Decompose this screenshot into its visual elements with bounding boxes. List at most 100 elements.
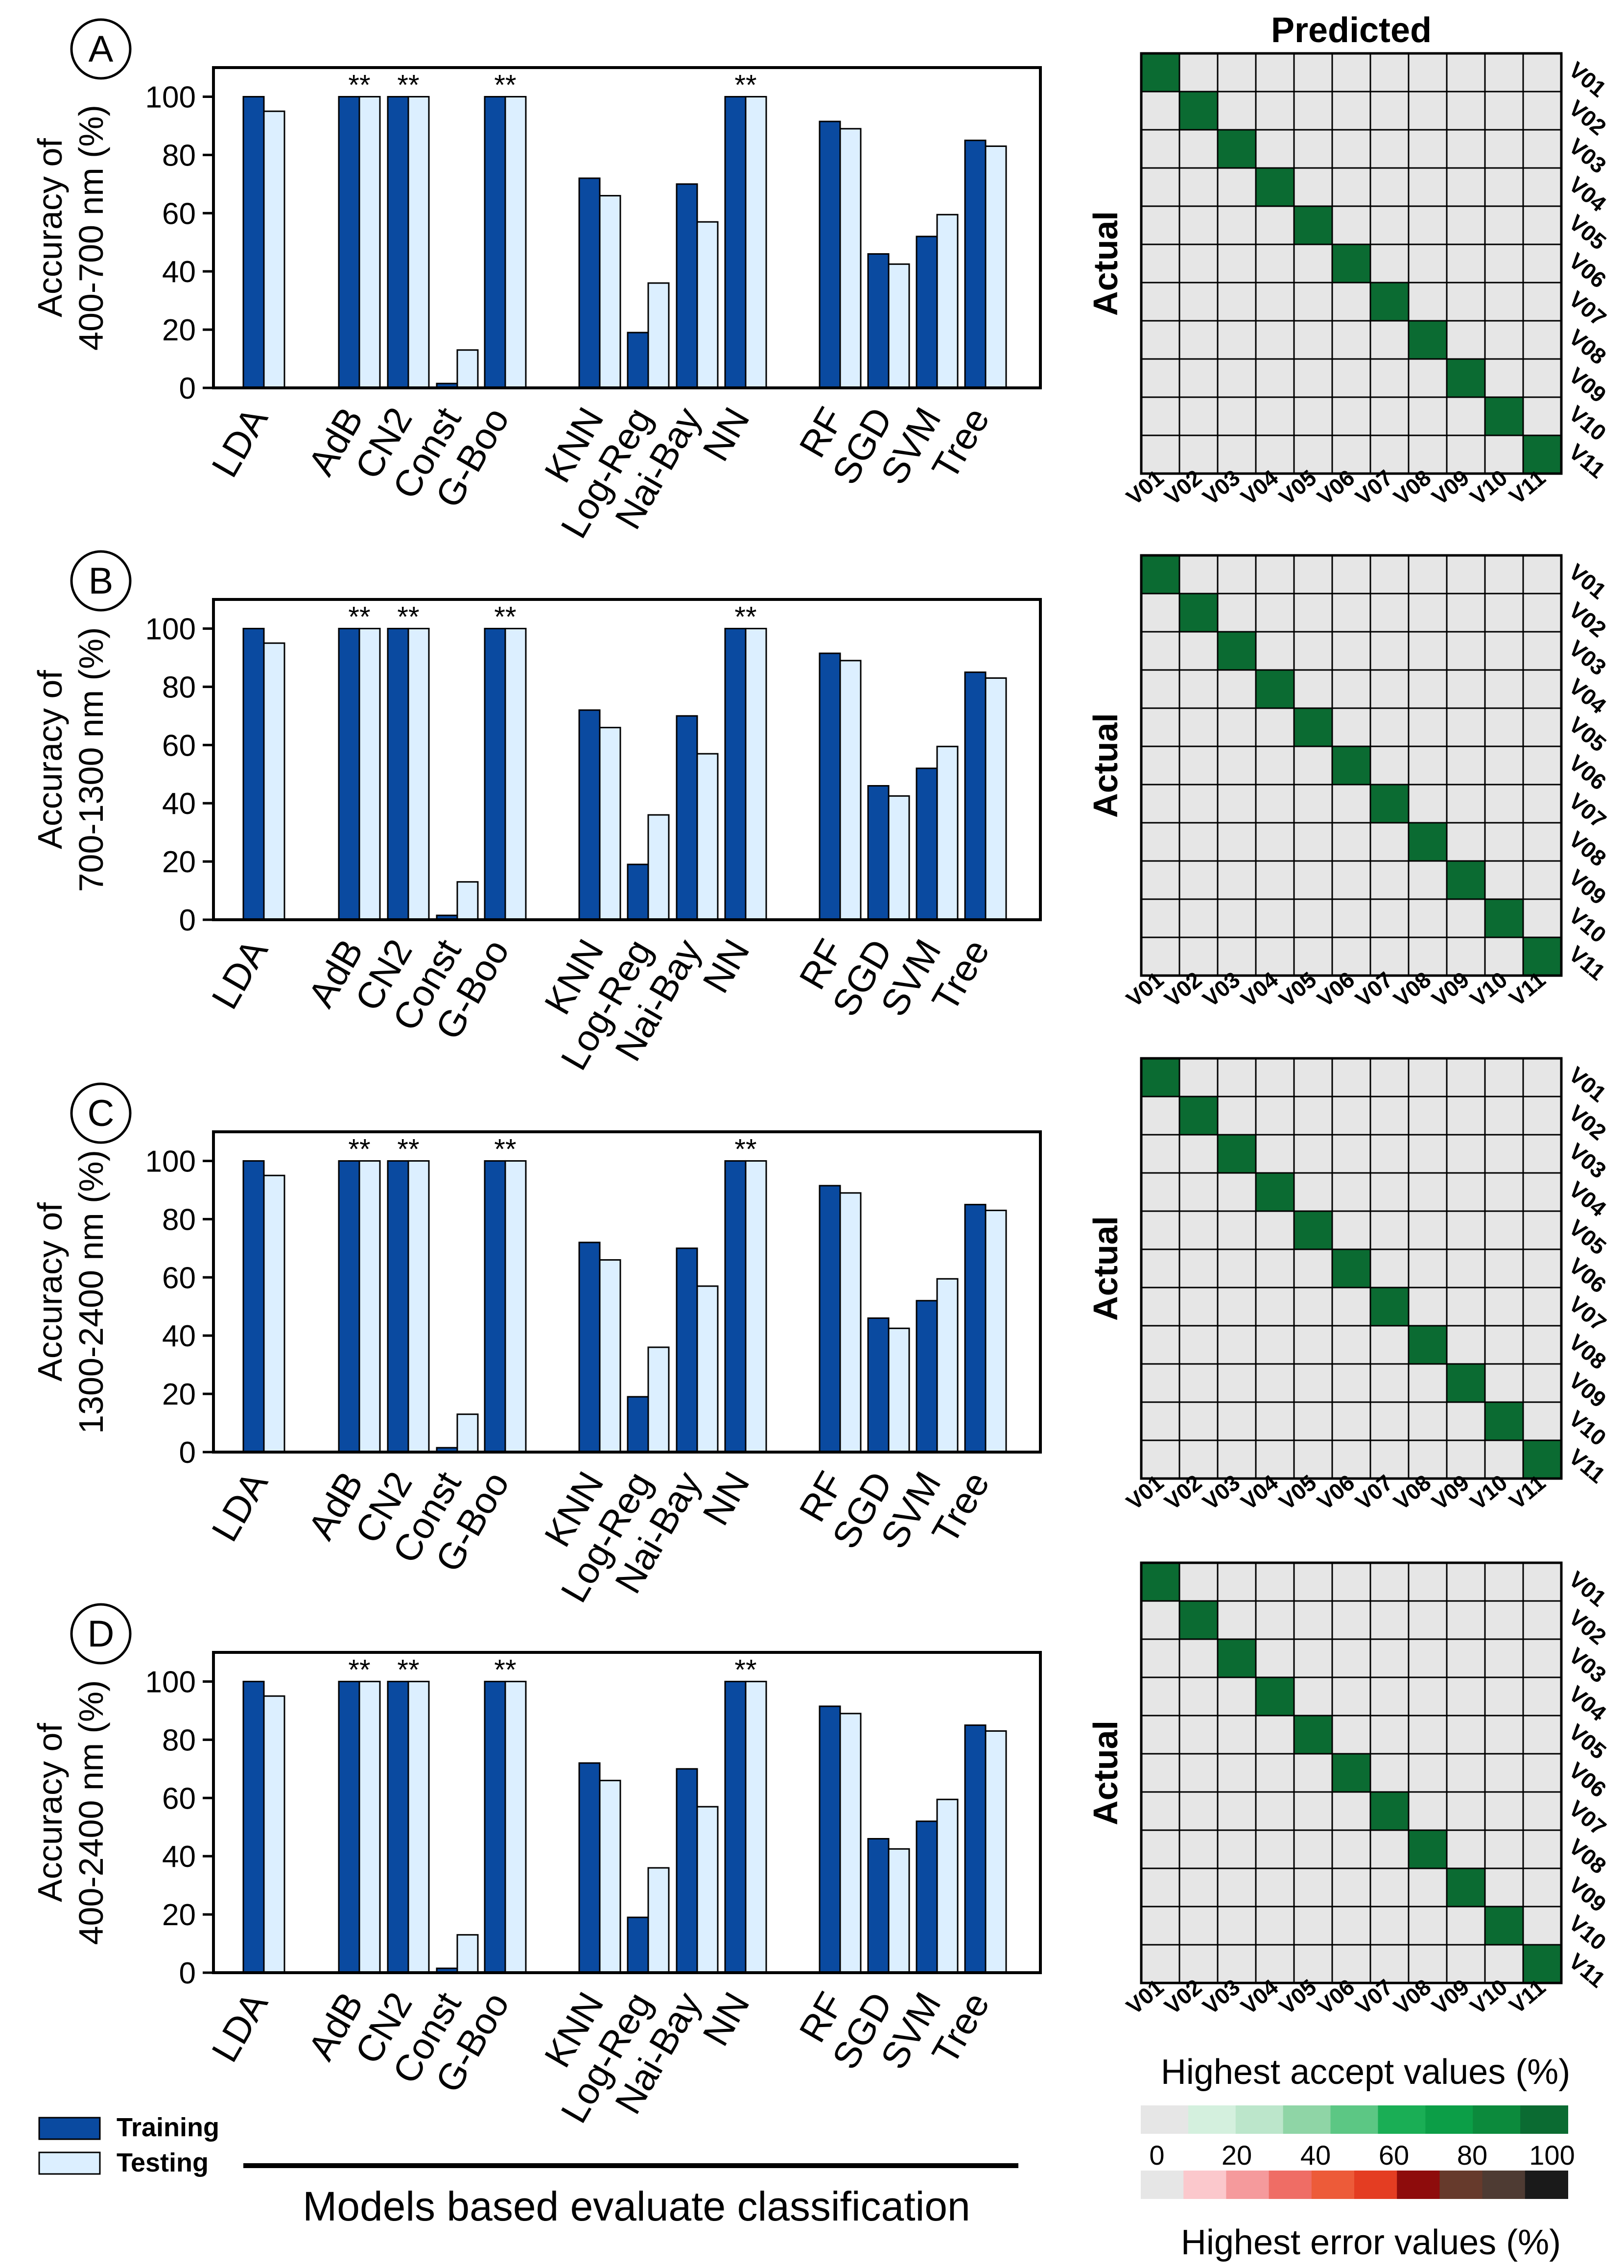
bar-testing-RF: [839, 128, 862, 389]
legend: Training Testing Models based evaluate c…: [38, 2113, 1018, 2229]
matrix-row-label: V02: [1564, 1604, 1611, 1649]
significance-label: **: [734, 69, 756, 101]
matrix-cell: [1217, 745, 1257, 786]
matrix-cell: [1522, 1906, 1562, 1946]
significance-label: **: [348, 69, 370, 101]
matrix-cell-diagonal: [1217, 1638, 1257, 1678]
matrix-row-label: V01: [1564, 1566, 1611, 1611]
matrix-cell-diagonal: [1369, 1287, 1410, 1327]
matrix-cell: [1331, 936, 1371, 977]
matrix-cell: [1331, 358, 1371, 398]
matrix-cell: [1522, 1715, 1562, 1755]
matrix-cell: [1484, 1791, 1524, 1831]
bar-training-Nai-Bay: [676, 1768, 698, 1974]
matrix-cell-diagonal: [1140, 52, 1180, 93]
matrix-cell: [1255, 936, 1295, 977]
matrix-row-label: V06: [1564, 1757, 1611, 1802]
matrix-cell: [1522, 129, 1562, 169]
bar-training-CN2: [387, 1160, 409, 1453]
bar-testing-AdB: [358, 627, 381, 921]
matrix-cell: [1217, 1210, 1257, 1250]
matrix-cell: [1293, 860, 1333, 900]
matrix-cell: [1369, 822, 1410, 862]
y-tick-label: 100: [145, 1665, 196, 1699]
matrix-cell-diagonal: [1408, 1325, 1448, 1365]
matrix-row-label: V10: [1564, 1406, 1611, 1451]
plot-frame: [212, 1130, 1042, 1454]
matrix-cell: [1446, 784, 1486, 824]
error-scale-step: [1439, 2171, 1483, 2199]
accept-scale-step: [1188, 2105, 1236, 2134]
bar-training-Log-Reg: [627, 1916, 649, 1974]
matrix-cell: [1408, 1867, 1448, 1908]
matrix-cell: [1446, 1600, 1486, 1640]
bar-training-SVM: [916, 1300, 938, 1453]
matrix-cell: [1293, 396, 1333, 436]
matrix-cell: [1446, 1791, 1486, 1831]
matrix-cell: [1446, 1638, 1486, 1678]
matrix-cell: [1522, 1057, 1562, 1098]
y-axis-label: Accuracy of400-700 nm (%): [31, 105, 110, 351]
matrix-cell: [1408, 1439, 1448, 1480]
matrix-cell: [1369, 860, 1410, 900]
y-tick-label: 60: [162, 729, 196, 763]
matrix-row-label: V09: [1564, 864, 1611, 909]
matrix-cell-diagonal: [1446, 358, 1486, 398]
matrix-cell: [1293, 1325, 1333, 1365]
matrix-cell: [1178, 396, 1219, 436]
bar-training-Nai-Bay: [676, 1247, 698, 1453]
matrix-cell: [1446, 91, 1486, 131]
matrix-cell: [1446, 669, 1486, 709]
bar-testing-Log-Reg: [647, 282, 670, 389]
matrix-cell: [1255, 1210, 1295, 1250]
matrix-cell: [1446, 1248, 1486, 1289]
matrix-cell: [1408, 434, 1448, 475]
matrix-cell: [1369, 1096, 1410, 1136]
matrix-cell: [1446, 1562, 1486, 1602]
matrix-cell: [1446, 707, 1486, 747]
matrix-cell: [1522, 1325, 1562, 1365]
y-tick-label: 20: [162, 1898, 196, 1932]
matrix-cell: [1408, 205, 1448, 245]
matrix-row-label: V04: [1564, 1681, 1611, 1726]
matrix-cell: [1522, 243, 1562, 284]
matrix-cell: [1217, 1676, 1257, 1717]
matrix-cell: [1255, 631, 1295, 671]
matrix-cell: [1331, 554, 1371, 595]
accept-scale-step: [1141, 2105, 1189, 2134]
matrix-cell: [1522, 860, 1562, 900]
matrix-cell: [1369, 1210, 1410, 1250]
y-tick-label: 20: [162, 1378, 196, 1411]
matrix-cell: [1331, 282, 1371, 322]
matrix-cell: [1255, 91, 1295, 131]
matrix-cell: [1522, 320, 1562, 360]
matrix-cell: [1446, 396, 1486, 436]
x-tick-label-NN: NN: [695, 932, 758, 1000]
matrix-cell: [1140, 243, 1180, 284]
matrix-cell: [1484, 1210, 1524, 1250]
matrix-cell: [1408, 1906, 1448, 1946]
matrix-cell: [1331, 1562, 1371, 1602]
matrix-cell: [1522, 1248, 1562, 1289]
matrix-cell: [1522, 1676, 1562, 1717]
matrix-cell: [1446, 1753, 1486, 1793]
matrix-cell: [1446, 243, 1486, 284]
bar-testing-LDA: [263, 1174, 285, 1453]
matrix-cell: [1522, 1562, 1562, 1602]
matrix-cell: [1331, 1057, 1371, 1098]
matrix-cell: [1255, 1638, 1295, 1678]
matrix-row-label: V02: [1564, 597, 1611, 642]
matrix-cell: [1140, 1134, 1180, 1174]
matrix-cell: [1408, 1363, 1448, 1403]
matrix-cell: [1369, 554, 1410, 595]
matrix-cell: [1369, 434, 1410, 475]
matrix-row-label: V09: [1564, 362, 1611, 407]
matrix-cell: [1217, 320, 1257, 360]
matrix-cell: [1331, 784, 1371, 824]
matrix-cell-diagonal: [1484, 898, 1524, 938]
matrix-cell: [1446, 434, 1486, 475]
matrix-cell-diagonal: [1331, 745, 1371, 786]
bar-training-AdB: [338, 627, 360, 921]
bar-testing-Nai-Bay: [696, 753, 719, 921]
matrix-cell: [1331, 1325, 1371, 1365]
